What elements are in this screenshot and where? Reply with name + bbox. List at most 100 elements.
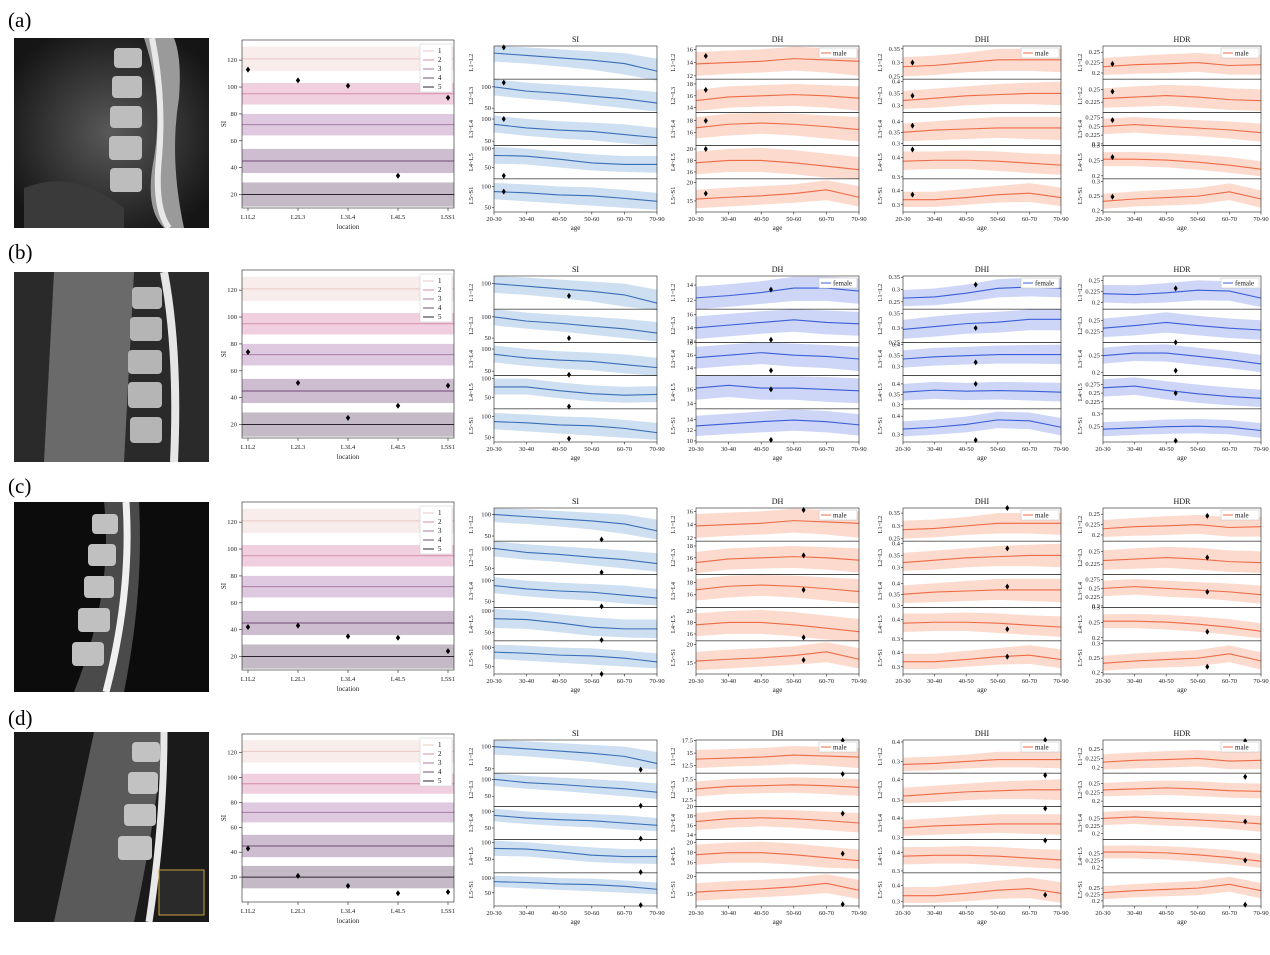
row-label: L5~S1 [468,881,475,899]
y-tick-label: 0.4 [892,739,901,746]
x-tick-label: 50-60 [1190,446,1205,453]
patient-point [1043,737,1048,743]
y-tick-label: 0.225 [1085,755,1100,762]
confidence-band [696,409,859,437]
chart-svg: HDR0.20.2250.25L1~L2male0.20.2250.25L2~L… [1077,729,1269,926]
mean-line [902,389,1062,393]
mean-line [1102,425,1262,432]
y-tick-label: 120 [227,750,237,757]
x-tick-label: 30-40 [721,216,736,223]
row-label: L4~L5 [877,153,884,171]
x-axis-label: location [337,685,360,693]
patient-point [1043,805,1048,812]
x-tick-label: L3L4 [341,444,356,451]
y-tick-label: 0.2 [1092,898,1100,905]
confidence-band [903,344,1061,368]
patient-point [1110,117,1115,124]
mean-line [695,58,860,65]
patient-point [801,506,806,513]
y-tick-label: 0.3 [892,287,900,294]
chart-cell: DH 12 14 16 L1~L2 male 14 16 18 L2~L3 16 18 L3~L4 16 1… [668,35,867,236]
x-tick-label: L1L2 [241,214,255,221]
data-point [395,634,401,641]
legend-label: 2 [438,518,442,526]
subplot-frame [493,178,658,213]
mean-line [695,419,860,427]
x-tick-label: 60-70 [617,910,632,917]
y-tick-label: 0.35 [889,591,900,598]
patient-point [599,569,604,576]
confidence-band [1103,780,1261,799]
y-tick-label: 18 [687,81,694,88]
subplot-frame [1102,872,1262,907]
row-label: L4~L5 [1077,615,1084,633]
y-tick-label: 0.3 [892,140,900,147]
x-tick-label: L4L5 [391,676,405,683]
chart-title: DH [772,265,784,274]
chart-cell: DH 12 14 L1~L2 female 12 14 16 L2~L3 14 16 18 L3~L4 1… [668,265,867,466]
x-tick-label: 50-60 [786,216,801,223]
mean-line [1102,191,1262,202]
chart-title: SI [572,35,579,44]
x-tick-label: 30-40 [721,446,736,453]
patient-point [1205,554,1210,561]
patient-point [703,86,708,93]
panel-label-d: (d) [8,706,33,730]
x-tick-label: 20-30 [688,910,703,917]
mean-line [902,554,1061,564]
mean-line [695,556,860,564]
x-axis-label: age [1177,686,1187,694]
legend-label: male [1035,512,1049,520]
mean-line [695,651,860,662]
y-tick-label: 14 [687,567,694,574]
mean-line [902,59,1061,68]
x-axis-label: age [773,454,783,462]
chart-svg: DHI 0.25 0.3 0.35 L1~L2 female 0.25 0.3 0.35 L2~L… [877,265,1069,462]
row-label: L2~L3 [1077,781,1084,799]
x-axis-label: age [571,224,581,232]
confidence-band [494,46,657,81]
confidence-band [903,877,1061,903]
mean-line [1102,787,1262,792]
patient-point [566,292,571,299]
y-tick-label: 0.3 [892,868,900,875]
row-label: L2~L3 [877,549,884,567]
y-tick-label: 20 [687,608,694,615]
y-tick-label: 0.25 [1089,620,1100,627]
confidence-band [1103,876,1261,900]
x-tick-label: 40-50 [754,678,769,685]
y-tick-label: 0.25 [889,299,900,306]
y-tick-label: 0.3 [1092,143,1100,150]
subplot-frame [695,408,860,443]
patient-point [910,191,915,198]
y-tick-label: 0.2 [1092,532,1100,539]
confidence-band [903,309,1061,339]
x-tick-label: 40-50 [552,446,567,453]
y-tick-label: 0.225 [1085,594,1100,601]
y-tick-label: 16 [687,312,694,319]
subplot-frame [493,640,658,675]
y-tick-label: 0.35 [889,311,900,318]
patient-point [566,371,571,378]
mean-line [1102,289,1262,299]
patient-point [703,190,708,197]
y-tick-label: 0.25 [1089,511,1100,518]
chart-title: SI [572,265,579,274]
y-tick-label: 0.275 [1085,115,1100,122]
x-tick-label: 50-60 [584,910,599,917]
confidence-band [903,411,1061,437]
x-axis-label: age [1177,454,1187,462]
legend-box [818,509,858,521]
confidence-band [1103,810,1261,832]
subplot-frame [695,640,860,675]
confidence-band [696,841,859,869]
confidence-band [1103,515,1261,538]
x-tick-label: 40-50 [1159,446,1174,453]
patient-point [638,869,643,876]
x-tick-label: 50-60 [786,910,801,917]
confidence-band [494,740,657,770]
y-tick-label: 50 [485,565,492,572]
mean-line [903,888,1062,897]
confidence-band [696,545,859,574]
x-tick-label: 20-30 [1095,678,1110,685]
